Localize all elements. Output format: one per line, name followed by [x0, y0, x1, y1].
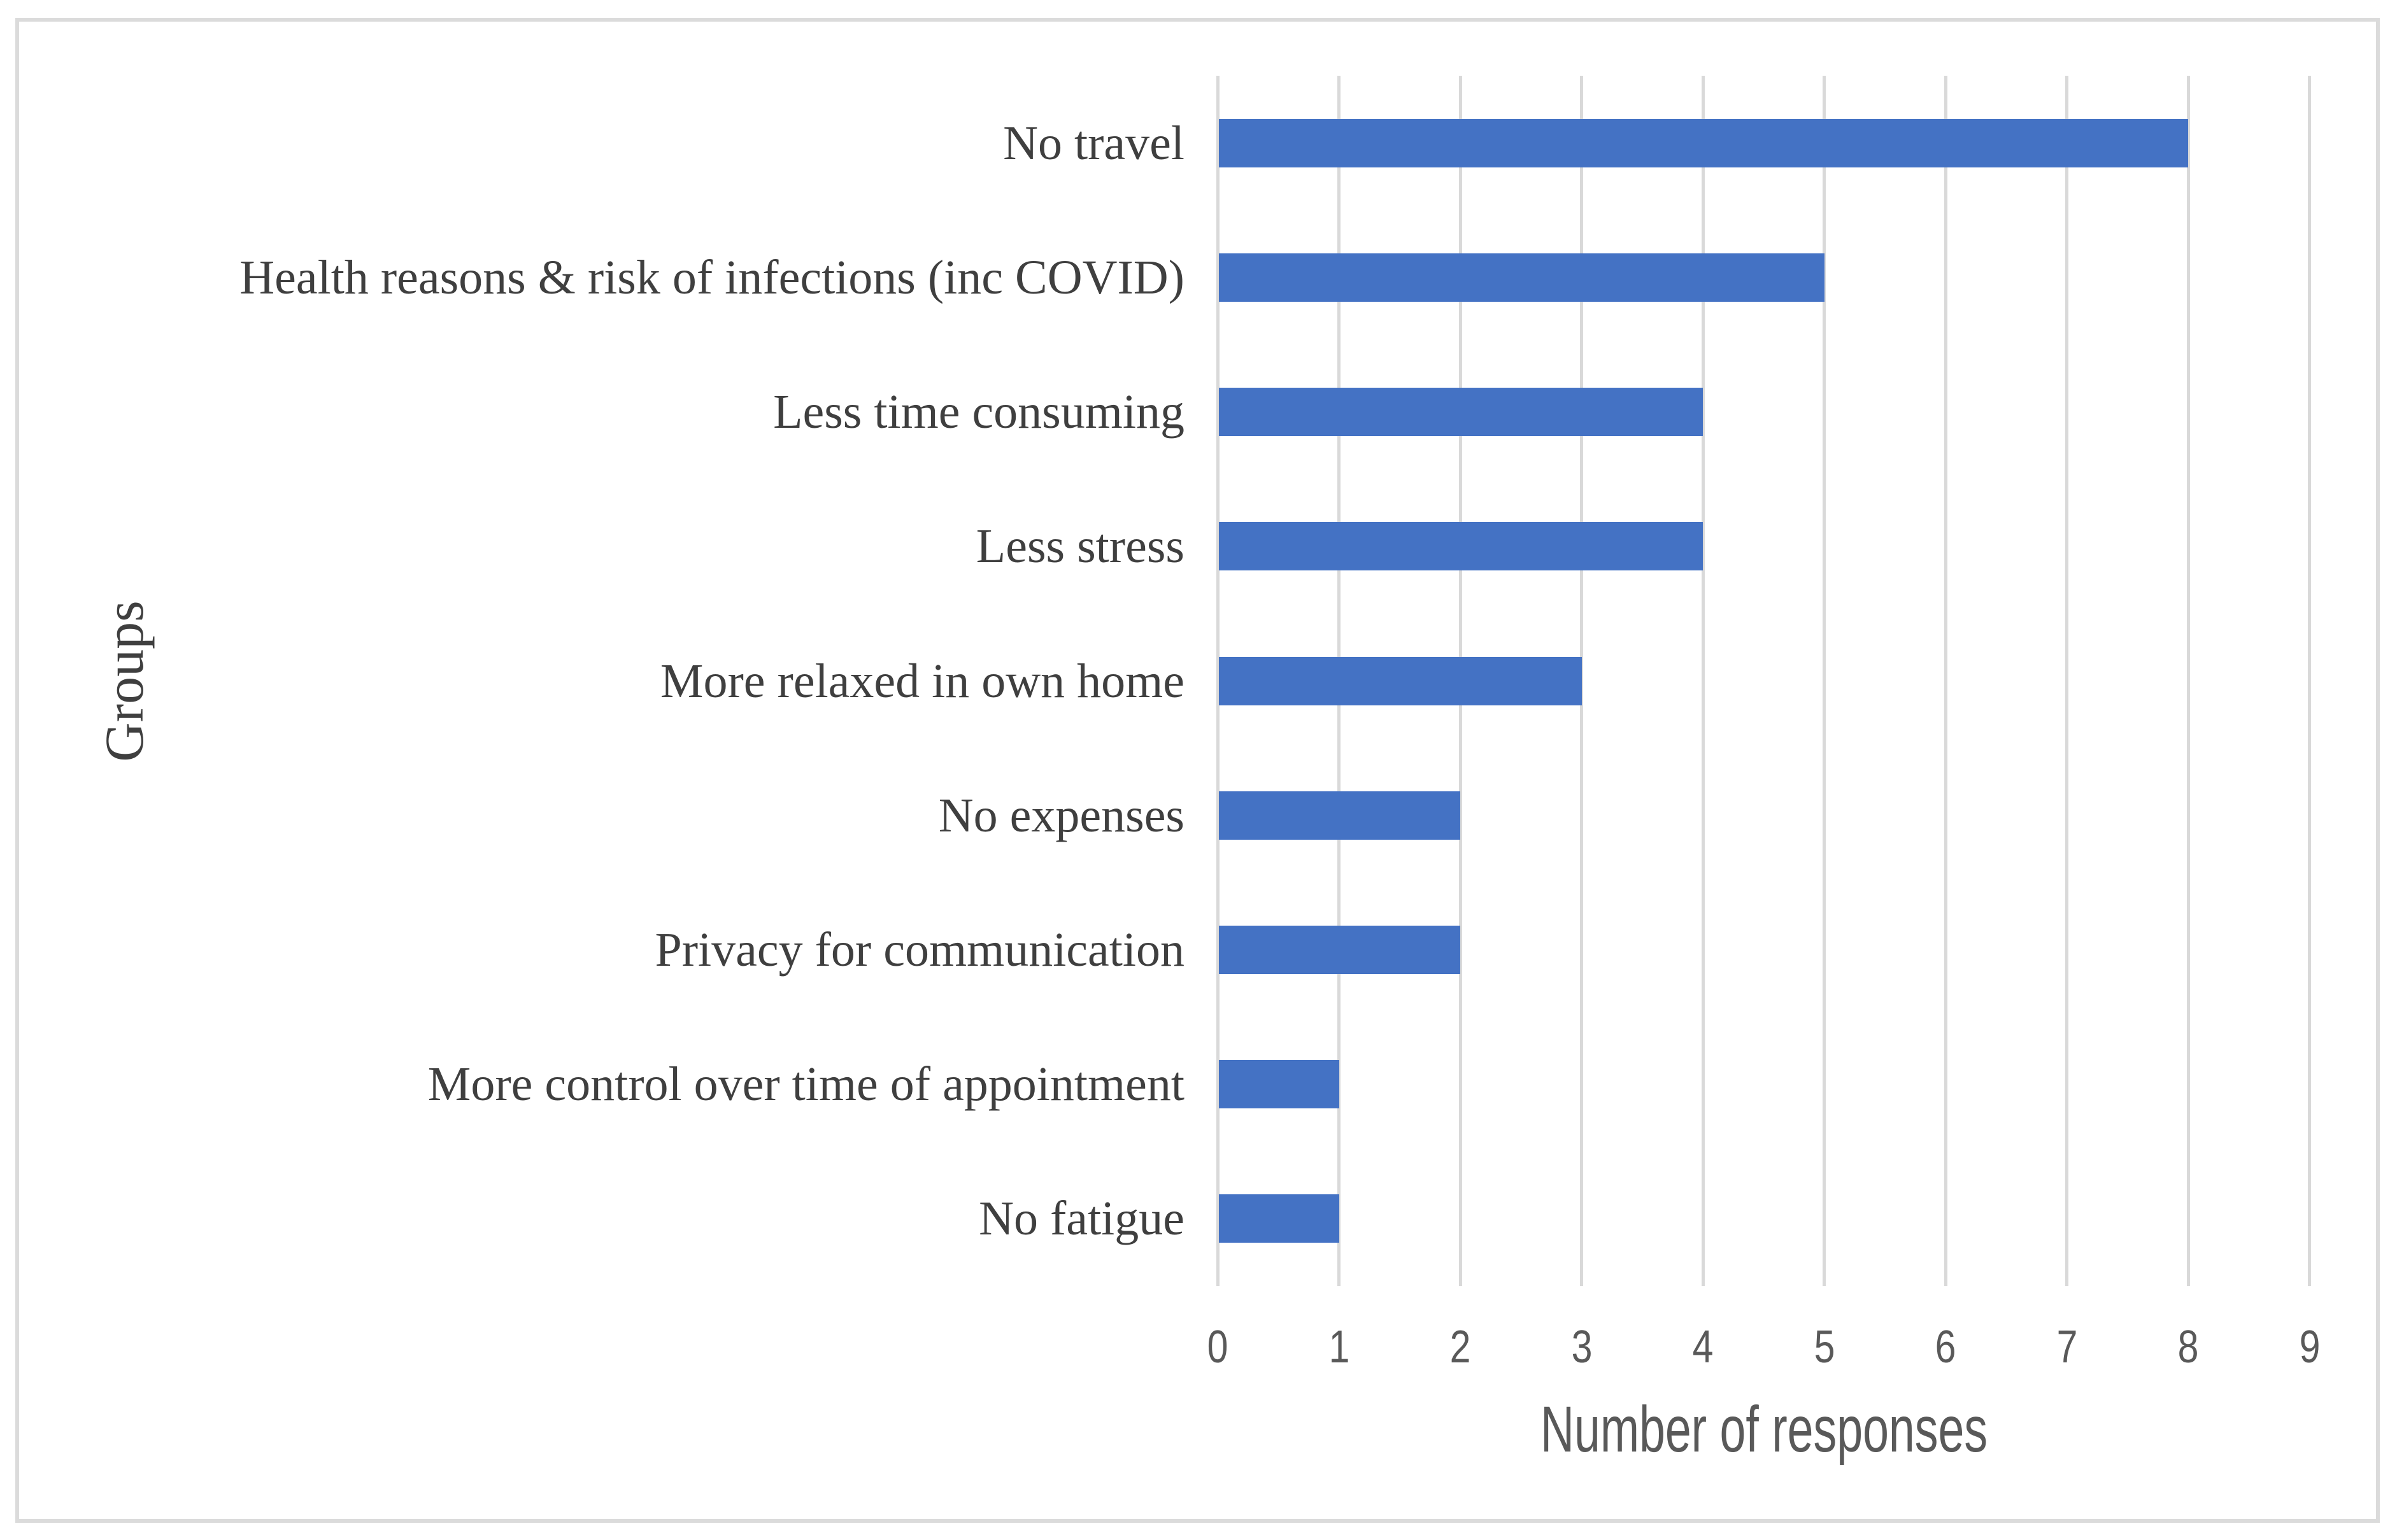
bar-2: [1219, 388, 1703, 437]
gridline-x5: [1823, 76, 1826, 1286]
gridline-x9: [2308, 76, 2311, 1286]
bar-0: [1219, 118, 2188, 167]
category-label-0: No travel: [1003, 116, 1184, 170]
bar-5: [1219, 791, 1460, 840]
x-tick-label-4: 4: [1692, 1322, 1714, 1373]
category-label-5: No expenses: [938, 788, 1184, 842]
gridline-x7: [2065, 76, 2068, 1286]
gridline-x0: [1216, 76, 1220, 1286]
category-label-2: Less time consuming: [773, 385, 1184, 439]
gridline-x8: [2186, 76, 2190, 1286]
x-tick-label-9: 9: [2299, 1322, 2320, 1373]
gridline-x3: [1580, 76, 1583, 1286]
bar-1: [1219, 253, 1824, 302]
category-label-7: More control over time of appointment: [427, 1057, 1184, 1112]
x-tick-label-1: 1: [1328, 1322, 1349, 1373]
x-axis-title: Number of responses: [1540, 1393, 1988, 1466]
bar-4: [1219, 656, 1582, 705]
bar-6: [1219, 925, 1460, 974]
x-tick-label-6: 6: [1935, 1322, 1956, 1373]
bar-8: [1219, 1194, 1339, 1243]
x-tick-label-8: 8: [2177, 1322, 2199, 1373]
y-axis-title: Groups: [94, 600, 155, 762]
category-label-1: Health reasons & risk of infections (inc…: [239, 250, 1184, 304]
category-label-6: Privacy for communication: [655, 922, 1184, 977]
gridline-x4: [1701, 76, 1705, 1286]
category-label-8: No fatigue: [979, 1192, 1184, 1246]
category-label-3: Less stress: [976, 519, 1184, 574]
gridline-x6: [1944, 76, 1947, 1286]
bar-7: [1219, 1060, 1339, 1109]
bar-3: [1219, 522, 1703, 571]
category-label-4: More relaxed in own home: [660, 654, 1184, 708]
x-tick-label-7: 7: [2056, 1322, 2077, 1373]
x-tick-label-3: 3: [1571, 1322, 1592, 1373]
x-tick-label-5: 5: [1814, 1322, 1835, 1373]
figure-frame: [15, 18, 2380, 1523]
x-tick-label-2: 2: [1449, 1322, 1471, 1373]
x-tick-label-0: 0: [1207, 1322, 1228, 1373]
